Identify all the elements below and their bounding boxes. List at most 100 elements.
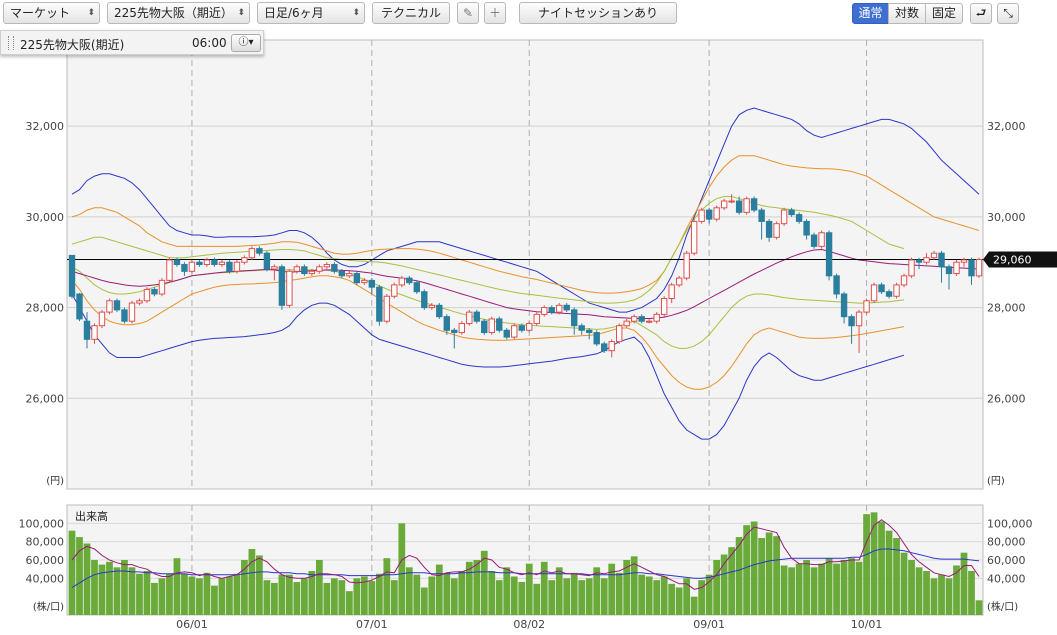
technical-button[interactable]: テクニカル: [372, 2, 450, 24]
candle-body: [158, 279, 166, 295]
volume-bar: [773, 536, 780, 615]
x-tick-label: 09/01: [693, 618, 725, 631]
volume-panel: [66, 504, 984, 616]
volume-bar: [68, 530, 76, 615]
candle: [968, 257, 975, 285]
crosshair-button[interactable]: ＋: [484, 2, 506, 24]
candle: [346, 271, 353, 279]
volume-bar: [338, 580, 346, 615]
candle: [526, 321, 533, 333]
volume-bar: [570, 572, 578, 615]
volume-bar: [870, 512, 878, 615]
volume-bar: [668, 583, 676, 615]
volume-bar: [525, 563, 533, 615]
expand-icon: ⤡: [1003, 6, 1013, 20]
volume-bar: [233, 573, 241, 615]
price-tick-label-right: 30,000: [987, 211, 1026, 224]
reset-button[interactable]: ⮐: [970, 3, 992, 24]
scale-fixed-toggle[interactable]: 固定: [925, 3, 963, 24]
candle-body: [563, 304, 570, 311]
volume-ma-long-line: [71, 548, 980, 588]
x-tick-label: 08/02: [513, 618, 545, 631]
candle-body: [556, 304, 563, 313]
candle: [878, 282, 885, 294]
expand-button[interactable]: ⤡: [997, 3, 1019, 24]
price-tick-label-right: 28,000: [987, 302, 1026, 315]
candle-body: [286, 270, 293, 306]
candle-body: [136, 300, 143, 304]
volume-bar: [533, 583, 541, 615]
candle-body: [473, 311, 480, 322]
candle-body: [870, 284, 878, 302]
scale-normal-toggle[interactable]: 通常: [852, 3, 889, 24]
candle-body: [810, 234, 818, 247]
candle-body: [825, 232, 833, 277]
volume-bar: [750, 521, 758, 615]
candle-body: [893, 284, 900, 297]
market-select-label: マーケット: [10, 6, 71, 20]
candle: [143, 287, 151, 304]
price-tick-label-right: 26,000: [987, 392, 1026, 405]
candle-body: [406, 277, 413, 284]
volume-bar: [113, 567, 121, 615]
period-select[interactable]: 日足/6ヶ月 ⬍: [257, 2, 365, 24]
volume-bar: [765, 532, 773, 615]
candle: [473, 309, 480, 324]
candle: [660, 296, 668, 317]
volume-bar: [645, 576, 653, 615]
candle: [451, 327, 458, 349]
candle-body: [278, 266, 286, 306]
candle-body: [383, 295, 391, 322]
candle: [713, 205, 720, 222]
candle-body: [316, 266, 323, 272]
candle-body: [496, 318, 503, 331]
candle-body: [930, 252, 938, 259]
candle-body: [818, 232, 825, 247]
candle-body: [773, 223, 780, 238]
pencil-icon: ✎: [462, 6, 474, 20]
candle: [106, 298, 113, 315]
candle-body: [518, 325, 525, 331]
candle-body: [301, 266, 308, 275]
candle-body: [645, 320, 653, 323]
candle: [308, 269, 316, 276]
candle-body: [526, 322, 533, 331]
candle-body: [728, 200, 735, 203]
info-menu-button[interactable]: ⓘ▾: [231, 34, 261, 52]
instrument-select[interactable]: 225先物大阪（期近） ⬍: [107, 2, 250, 24]
night-session-button[interactable]: ナイトセッションあり: [519, 2, 677, 24]
volume-bar: [398, 523, 406, 615]
volume-bar: [450, 578, 458, 615]
candle-body: [571, 309, 578, 327]
drag-handle[interactable]: [8, 36, 14, 50]
volume-bar: [585, 578, 593, 615]
candle: [113, 298, 121, 313]
volume-bar: [248, 549, 256, 615]
candle-body: [848, 316, 855, 327]
candle: [668, 282, 675, 304]
market-select[interactable]: マーケット ⬍: [3, 2, 100, 24]
candle-body: [900, 275, 908, 286]
volume-bar: [360, 576, 368, 615]
scale-log-toggle[interactable]: 対数: [888, 3, 926, 24]
candle: [286, 269, 293, 308]
candle: [331, 262, 338, 274]
candle: [91, 323, 98, 344]
candle-body: [803, 220, 810, 236]
volume-bar: [600, 578, 608, 615]
candle-body: [750, 198, 758, 211]
candle: [278, 264, 286, 310]
candle: [443, 314, 450, 335]
volume-tick-label-left: 60,000: [26, 554, 65, 567]
select-updown-icon: ⬍: [87, 8, 95, 18]
candle-body: [323, 264, 331, 268]
candle-body: [68, 254, 76, 297]
candle: [645, 318, 653, 324]
volume-bar: [495, 580, 503, 615]
pencil-button[interactable]: ✎: [457, 2, 479, 24]
candle: [83, 312, 91, 349]
candle: [683, 250, 690, 281]
volume-bar: [510, 576, 518, 615]
candle-body: [638, 316, 645, 322]
candle: [601, 341, 608, 353]
